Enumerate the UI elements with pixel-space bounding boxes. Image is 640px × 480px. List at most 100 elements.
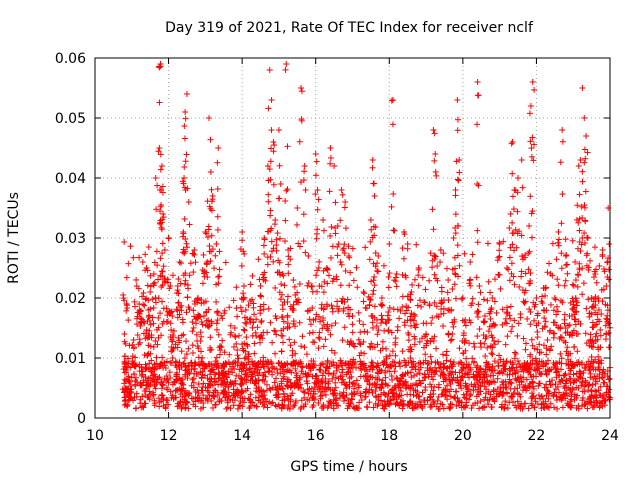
data-point: [229, 369, 236, 376]
data-point: [495, 338, 502, 345]
data-point: [430, 376, 437, 383]
data-point: [287, 342, 294, 349]
data-point: [485, 278, 492, 285]
data-point: [133, 321, 140, 328]
data-point: [161, 362, 168, 369]
data-point: [433, 345, 440, 352]
data-point: [189, 349, 196, 356]
data-point: [132, 303, 139, 310]
data-point: [158, 380, 165, 387]
data-point: [205, 389, 212, 396]
data-point: [443, 357, 450, 364]
data-point: [461, 250, 468, 257]
data-point: [431, 299, 438, 306]
data-point: [392, 352, 399, 359]
y-tick-label: 0.05: [55, 111, 86, 127]
data-point: [574, 348, 581, 355]
data-point: [443, 352, 450, 359]
data-point: [141, 302, 148, 309]
data-point: [405, 337, 412, 344]
data-point: [477, 398, 484, 405]
data-point: [564, 344, 571, 351]
data-point: [484, 240, 491, 247]
data-point: [363, 403, 370, 410]
data-point: [485, 328, 492, 335]
data-point: [389, 348, 396, 355]
data-point: [139, 393, 146, 400]
data-point: [515, 320, 522, 327]
data-point: [147, 321, 154, 328]
data-point: [588, 387, 595, 394]
data-point: [553, 256, 560, 263]
data-point: [511, 247, 518, 254]
data-point: [161, 359, 168, 366]
data-point: [215, 273, 222, 280]
data-point: [301, 344, 308, 351]
data-point: [447, 381, 454, 388]
data-point: [427, 381, 434, 388]
data-point: [188, 395, 195, 402]
data-point: [384, 382, 391, 389]
data-point: [527, 360, 534, 367]
data-point: [127, 243, 134, 250]
data-point: [209, 404, 216, 411]
data-point: [341, 299, 348, 306]
data-point: [368, 340, 375, 347]
data-point: [290, 403, 297, 410]
data-point: [579, 388, 586, 395]
data-point: [499, 306, 506, 313]
data-point: [207, 334, 214, 341]
data-point: [425, 360, 432, 367]
data-point: [258, 317, 265, 324]
data-point: [175, 334, 182, 341]
data-point: [273, 375, 280, 382]
data-point: [318, 360, 325, 367]
data-point: [269, 364, 276, 371]
data-point: [226, 304, 233, 311]
data-point: [551, 404, 558, 411]
data-point: [561, 311, 568, 318]
data-point: [514, 398, 521, 405]
data-point: [362, 244, 369, 251]
data-point: [357, 373, 364, 380]
data-point: [547, 400, 554, 407]
data-point: [292, 365, 299, 372]
data-point: [542, 318, 549, 325]
data-point: [200, 380, 207, 387]
data-point: [377, 320, 384, 327]
data-point: [328, 322, 335, 329]
data-point: [521, 400, 528, 407]
data-point: [280, 373, 287, 380]
data-point: [529, 357, 536, 364]
data-point: [156, 374, 163, 381]
y-axis-label: ROTI / TECUs: [6, 192, 22, 284]
data-point: [591, 244, 598, 251]
data-point: [524, 315, 531, 322]
data-point: [592, 356, 599, 363]
data-point: [155, 334, 162, 341]
data-point: [203, 317, 210, 324]
y-tick-label: 0: [77, 411, 86, 427]
data-point: [320, 343, 327, 350]
data-point: [413, 241, 420, 248]
data-point: [172, 341, 179, 348]
data-point: [309, 329, 316, 336]
data-point: [527, 321, 534, 328]
data-point: [164, 397, 171, 404]
data-point: [341, 324, 348, 331]
x-tick-label: 16: [307, 428, 325, 444]
data-point: [475, 301, 482, 308]
data-point: [134, 332, 141, 339]
data-point: [429, 314, 436, 321]
data-point: [162, 365, 169, 372]
data-point: [125, 355, 132, 362]
data-point: [167, 388, 174, 395]
data-point: [254, 324, 261, 331]
data-point: [458, 296, 465, 303]
data-point: [234, 313, 241, 320]
data-point: [511, 349, 518, 356]
data-point: [411, 276, 418, 283]
data-point: [421, 299, 428, 306]
data-point: [332, 384, 339, 391]
